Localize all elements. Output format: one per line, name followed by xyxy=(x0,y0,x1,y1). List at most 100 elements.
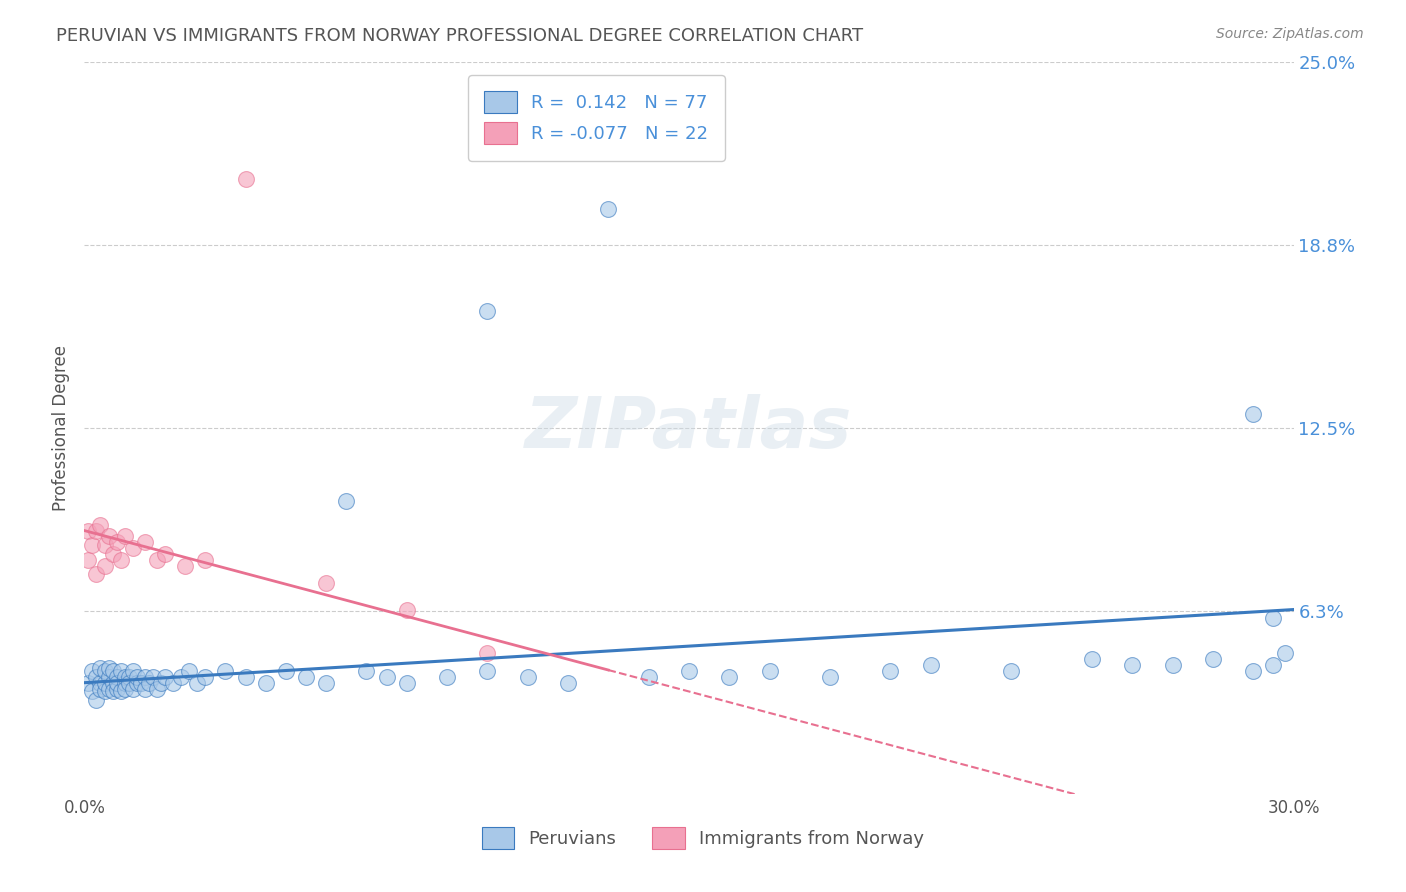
Point xyxy=(718,670,741,684)
Point xyxy=(214,664,236,678)
Point xyxy=(93,664,115,678)
Point xyxy=(162,675,184,690)
Point xyxy=(335,494,357,508)
Point xyxy=(758,664,780,678)
Point xyxy=(105,681,128,696)
Point xyxy=(149,675,172,690)
Point xyxy=(138,675,160,690)
Point xyxy=(146,681,169,696)
Point xyxy=(93,538,115,552)
Point xyxy=(89,517,111,532)
Point xyxy=(395,602,418,616)
Point xyxy=(86,693,108,707)
Y-axis label: Professional Degree: Professional Degree xyxy=(52,345,70,511)
Point xyxy=(125,675,148,690)
Point xyxy=(194,553,217,567)
Point xyxy=(186,675,208,690)
Point xyxy=(114,529,136,543)
Legend: R =  0.142   N = 77, R = -0.077   N = 22: R = 0.142 N = 77, R = -0.077 N = 22 xyxy=(468,75,724,161)
Point xyxy=(1202,652,1225,666)
Point xyxy=(1161,658,1184,673)
Point xyxy=(86,524,108,538)
Point xyxy=(146,553,169,567)
Point xyxy=(77,675,100,690)
Point xyxy=(97,529,120,543)
Point xyxy=(235,670,257,684)
Point xyxy=(134,681,156,696)
Point xyxy=(315,675,337,690)
Point xyxy=(1274,647,1296,661)
Point xyxy=(89,661,111,675)
Point xyxy=(557,675,579,690)
Text: ZIPatlas: ZIPatlas xyxy=(526,393,852,463)
Point xyxy=(274,664,297,678)
Point xyxy=(1241,407,1264,421)
Point xyxy=(118,670,141,684)
Point xyxy=(110,553,132,567)
Point xyxy=(121,681,143,696)
Point xyxy=(1081,652,1104,666)
Point xyxy=(1241,664,1264,678)
Point xyxy=(153,670,176,684)
Point xyxy=(134,535,156,549)
Point xyxy=(1121,658,1143,673)
Point xyxy=(86,567,108,582)
Point xyxy=(170,670,193,684)
Point xyxy=(110,664,132,678)
Point xyxy=(114,681,136,696)
Point xyxy=(114,670,136,684)
Point xyxy=(105,535,128,549)
Point xyxy=(153,547,176,561)
Point xyxy=(101,547,124,561)
Point xyxy=(86,670,108,684)
Point xyxy=(134,670,156,684)
Point xyxy=(235,172,257,186)
Point xyxy=(375,670,398,684)
Point xyxy=(356,664,378,678)
Point xyxy=(101,675,124,690)
Point xyxy=(920,658,942,673)
Point xyxy=(97,681,120,696)
Point xyxy=(818,670,841,684)
Point xyxy=(82,538,104,552)
Point xyxy=(89,675,111,690)
Point xyxy=(395,675,418,690)
Text: Source: ZipAtlas.com: Source: ZipAtlas.com xyxy=(1216,27,1364,41)
Point xyxy=(77,553,100,567)
Point xyxy=(1263,611,1285,625)
Point xyxy=(194,670,217,684)
Legend: Peruvians, Immigrants from Norway: Peruvians, Immigrants from Norway xyxy=(474,820,932,856)
Point xyxy=(1000,664,1022,678)
Point xyxy=(174,558,197,573)
Point xyxy=(105,670,128,684)
Point xyxy=(477,304,499,318)
Point xyxy=(129,675,152,690)
Point xyxy=(121,541,143,555)
Point xyxy=(82,664,104,678)
Point xyxy=(97,670,120,684)
Point xyxy=(254,675,277,690)
Point xyxy=(125,670,148,684)
Point xyxy=(89,681,111,696)
Point xyxy=(105,675,128,690)
Point xyxy=(82,684,104,698)
Point xyxy=(114,675,136,690)
Point xyxy=(97,661,120,675)
Point xyxy=(142,670,165,684)
Point xyxy=(678,664,700,678)
Point xyxy=(101,664,124,678)
Point xyxy=(879,664,901,678)
Text: PERUVIAN VS IMMIGRANTS FROM NORWAY PROFESSIONAL DEGREE CORRELATION CHART: PERUVIAN VS IMMIGRANTS FROM NORWAY PROFE… xyxy=(56,27,863,45)
Point xyxy=(295,670,318,684)
Point xyxy=(93,558,115,573)
Point xyxy=(118,675,141,690)
Point xyxy=(179,664,201,678)
Point xyxy=(101,684,124,698)
Point xyxy=(1263,658,1285,673)
Point xyxy=(315,576,337,591)
Point xyxy=(121,664,143,678)
Point xyxy=(93,675,115,690)
Point xyxy=(77,524,100,538)
Point xyxy=(436,670,458,684)
Point xyxy=(477,647,499,661)
